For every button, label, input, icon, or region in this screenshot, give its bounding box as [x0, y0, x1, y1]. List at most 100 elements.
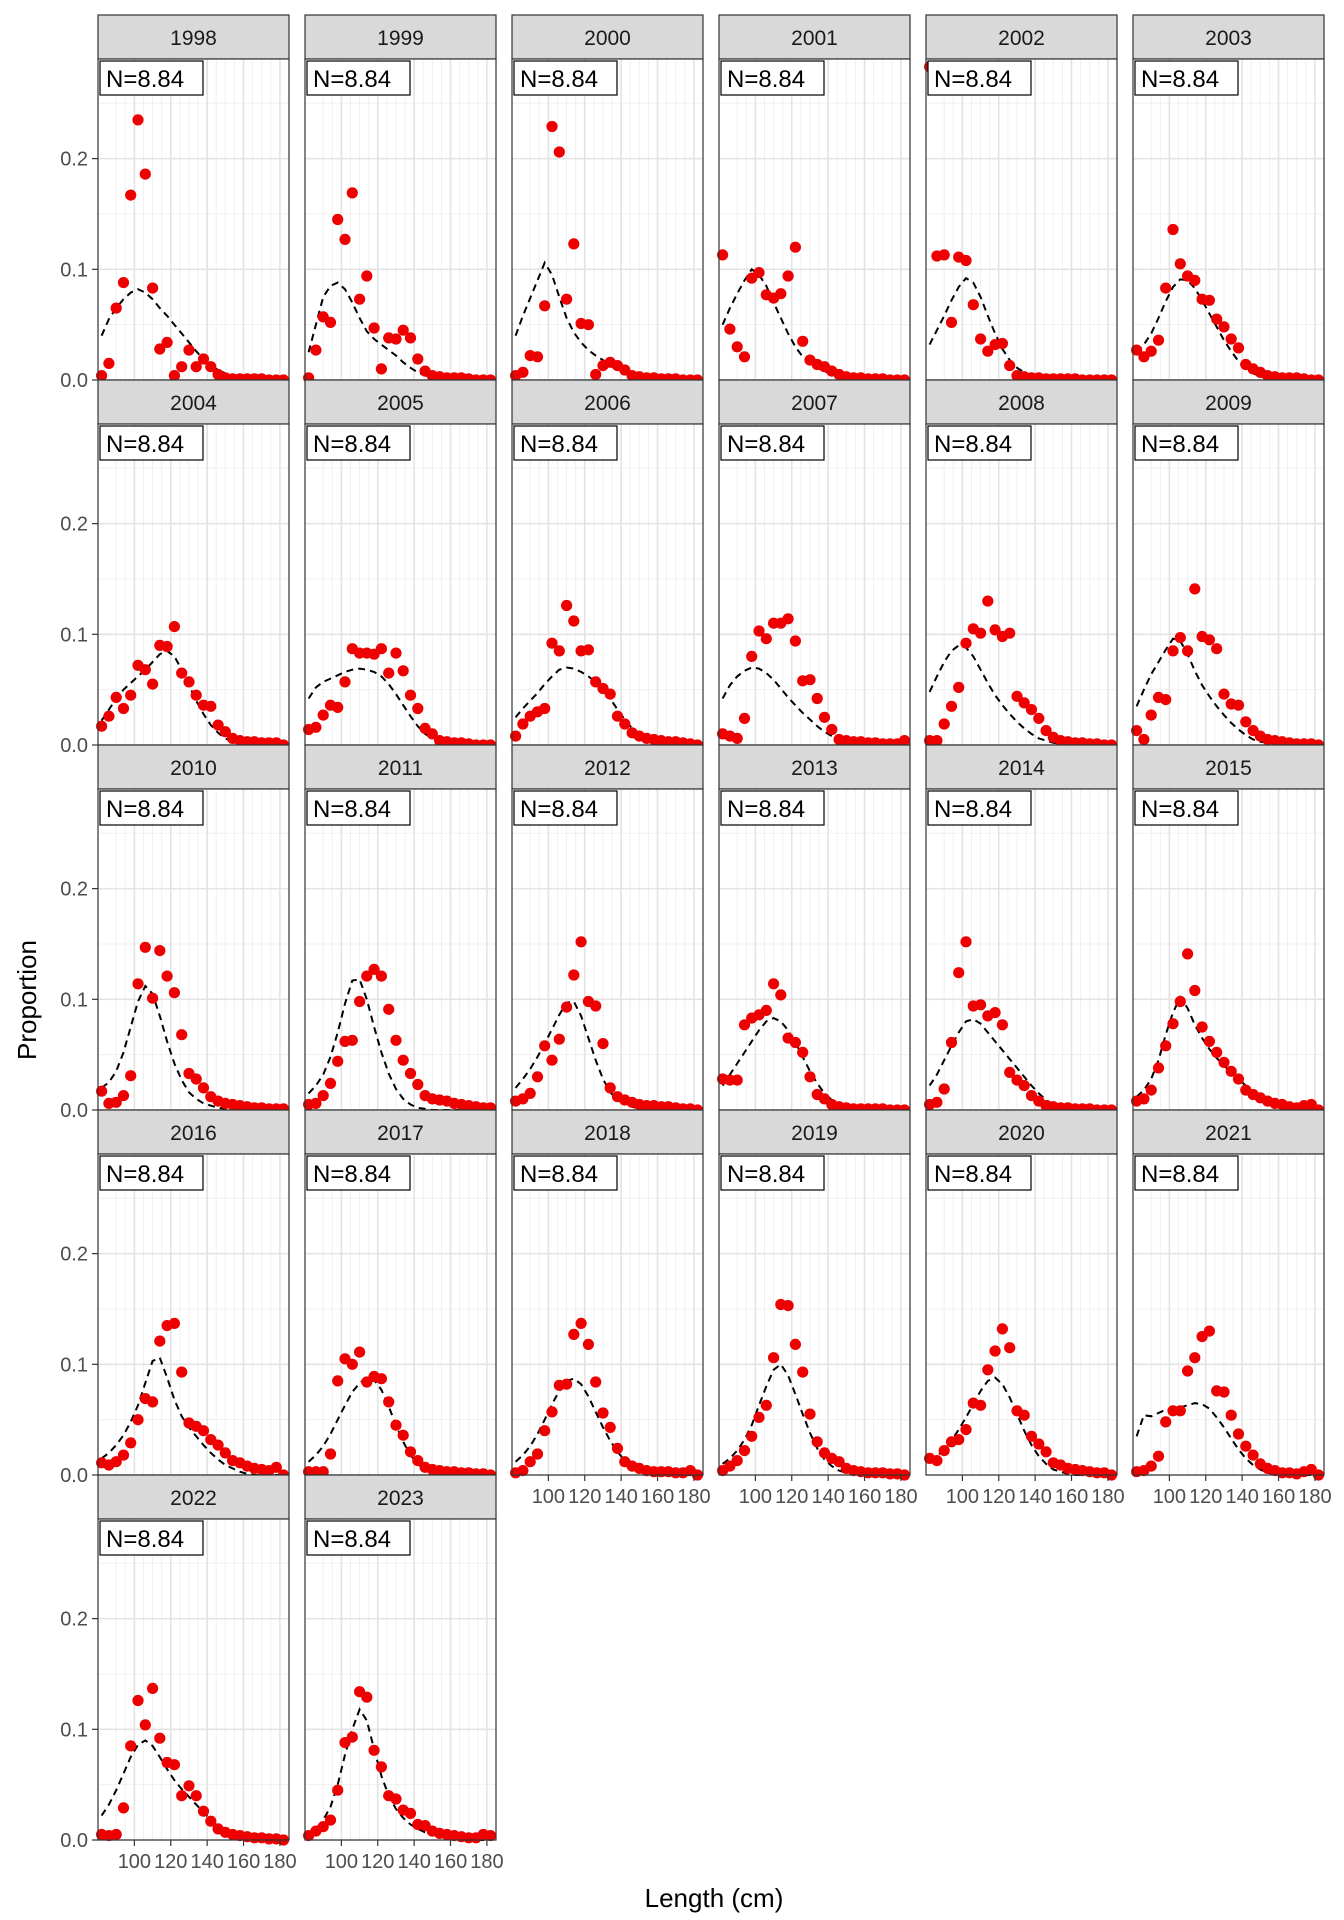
y-tick-label: 0.0 — [60, 735, 88, 757]
facet-strip-label: 2012 — [584, 757, 631, 780]
observed-point — [324, 1077, 337, 1089]
observed-point — [154, 1732, 166, 1744]
expected-line — [514, 1377, 698, 1476]
panel-2012: 2012 N=8.84 — [509, 744, 704, 1116]
observed-point — [1182, 948, 1194, 960]
observed-point — [412, 1455, 424, 1467]
observed-point — [125, 189, 137, 201]
observed-point — [797, 1366, 809, 1378]
panel-2022: 2022 N=8.84 — [96, 1474, 290, 1846]
label-text: N=8.84 — [727, 1161, 805, 1188]
observed-point — [332, 701, 344, 714]
observed-point — [768, 978, 780, 990]
observed-point — [575, 1317, 587, 1329]
observed-point — [412, 1078, 424, 1091]
x-tick-label: 160 — [227, 1851, 260, 1873]
label-box — [1134, 60, 1239, 96]
observed-point — [953, 967, 965, 979]
observed-point — [789, 1036, 802, 1049]
sample-size-label: N=8.84 — [1134, 790, 1239, 826]
x-tick-label: 160 — [641, 1486, 674, 1508]
observed-point — [1218, 688, 1230, 700]
observed-point — [1232, 1428, 1245, 1440]
observed-point — [412, 353, 424, 365]
observed-point — [1182, 645, 1194, 657]
facet-strip — [304, 14, 497, 60]
observed-point — [147, 992, 159, 1004]
label-text: N=8.84 — [934, 66, 1012, 93]
observed-point — [967, 299, 979, 311]
observed-point — [176, 1366, 188, 1378]
panel-2010: 2010 N=8.84 — [96, 744, 290, 1115]
observed-point — [324, 1814, 337, 1826]
observed-point — [139, 941, 151, 953]
panel-2011: 2011 N=8.84 — [303, 744, 497, 1114]
sample-size-label: N=8.84 — [927, 1155, 1032, 1191]
x-tick-label: 180 — [263, 1851, 296, 1873]
sample-size-label: N=8.84 — [306, 1520, 411, 1556]
observed-point — [789, 1338, 802, 1350]
observed-point — [110, 1456, 122, 1468]
observed-point — [1018, 697, 1030, 709]
label-box — [1134, 1155, 1239, 1191]
observed-point — [804, 1408, 816, 1420]
y-axes: 0.00.10.20.00.10.20.00.10.20.00.10.20.00… — [60, 149, 98, 1852]
observed-point — [611, 1442, 624, 1454]
panel-2003: 2003 N=8.84 — [1131, 14, 1325, 386]
panel-2009: 2009 N=8.84 — [1131, 379, 1325, 751]
observed-point — [1018, 1080, 1030, 1092]
observed-point — [412, 702, 424, 715]
x-axis-2018: 100 120 140 160 180 — [532, 1475, 711, 1508]
observed-point — [361, 1691, 373, 1703]
observed-point — [1232, 699, 1245, 711]
label-text: N=8.84 — [313, 431, 391, 458]
observed-point — [139, 168, 151, 180]
observed-point — [219, 1447, 231, 1459]
observed-point — [317, 709, 329, 721]
observed-point — [383, 1003, 395, 1015]
observed-point — [354, 1346, 366, 1358]
observed-point — [1240, 716, 1252, 728]
observed-point — [332, 1784, 344, 1796]
observed-point — [361, 970, 373, 982]
panel-2017: 2017 N=8.84 — [303, 1109, 497, 1481]
y-tick-label: 0.1 — [60, 1719, 88, 1741]
label-box — [513, 790, 618, 826]
observed-point — [183, 676, 195, 688]
label-text: N=8.84 — [520, 431, 598, 458]
y-tick-label: 0.0 — [60, 370, 88, 392]
observed-point — [553, 1033, 565, 1045]
observed-point — [1167, 223, 1179, 236]
y-tick-label: 0.1 — [60, 1354, 88, 1376]
facet-strip-label: 2020 — [998, 1122, 1045, 1145]
observed-point — [96, 1085, 108, 1097]
facet-strip-label: 2002 — [998, 27, 1045, 50]
observed-point — [168, 1317, 180, 1329]
label-box — [927, 1155, 1032, 1191]
observed-point — [1160, 1416, 1172, 1428]
sample-size-label: N=8.84 — [927, 60, 1032, 96]
observed-point — [938, 1083, 950, 1095]
observed-point — [509, 730, 522, 742]
facet-strip-label: 2014 — [998, 757, 1045, 780]
observed-point — [731, 1074, 743, 1086]
observed-point — [931, 735, 943, 747]
plot-background — [512, 59, 703, 380]
observed-point — [1160, 282, 1172, 294]
observed-point — [546, 120, 558, 133]
observed-point — [746, 1430, 758, 1442]
y-tick-label: 0.2 — [60, 1609, 88, 1631]
observed-point — [975, 999, 987, 1011]
observed-point — [103, 357, 115, 369]
label-box — [306, 425, 411, 461]
label-box — [513, 425, 618, 461]
plot-background — [719, 424, 910, 745]
observed-point — [789, 635, 802, 647]
sample-size-label: N=8.84 — [306, 425, 411, 461]
observed-point — [1152, 1450, 1165, 1462]
label-box — [513, 1155, 618, 1191]
panel-2000: 2000 N=8.84 — [509, 14, 704, 386]
observed-point — [361, 270, 373, 282]
panel-2006: 2006 N=8.84 — [509, 379, 704, 751]
observed-point — [354, 293, 366, 305]
